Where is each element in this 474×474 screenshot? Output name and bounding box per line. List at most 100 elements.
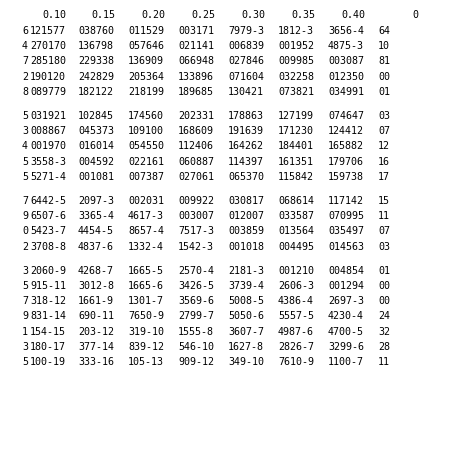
Text: 9: 9 <box>22 211 28 221</box>
Text: 205364: 205364 <box>128 72 164 82</box>
Text: 0.35: 0.35 <box>291 10 315 20</box>
Text: 065370: 065370 <box>228 172 264 182</box>
Text: 001081: 001081 <box>78 172 114 182</box>
Text: 001952: 001952 <box>278 41 314 51</box>
Text: 190120: 190120 <box>30 72 66 82</box>
Text: 0.25: 0.25 <box>191 10 215 20</box>
Text: 035497: 035497 <box>328 227 364 237</box>
Text: 64: 64 <box>378 26 390 36</box>
Text: 0: 0 <box>412 10 418 20</box>
Text: 2697-3: 2697-3 <box>328 296 364 306</box>
Text: 1812-3: 1812-3 <box>278 26 314 36</box>
Text: 8: 8 <box>22 87 28 97</box>
Text: 285180: 285180 <box>30 56 66 66</box>
Text: 2097-3: 2097-3 <box>78 196 114 206</box>
Text: 1661-9: 1661-9 <box>78 296 114 306</box>
Text: 831-14: 831-14 <box>30 311 66 321</box>
Text: 130421: 130421 <box>228 87 264 97</box>
Text: 189685: 189685 <box>178 87 214 97</box>
Text: 0: 0 <box>22 227 28 237</box>
Text: 034991: 034991 <box>328 87 364 97</box>
Text: 001970: 001970 <box>30 141 66 151</box>
Text: 6442-5: 6442-5 <box>30 196 66 206</box>
Text: 2606-3: 2606-3 <box>278 281 314 291</box>
Text: 11: 11 <box>378 357 390 367</box>
Text: 060887: 060887 <box>178 156 214 166</box>
Text: 546-10: 546-10 <box>178 342 214 352</box>
Text: 07: 07 <box>378 126 390 136</box>
Text: 2799-7: 2799-7 <box>178 311 214 321</box>
Text: 3: 3 <box>22 342 28 352</box>
Text: 16: 16 <box>378 156 390 166</box>
Text: 318-12: 318-12 <box>30 296 66 306</box>
Text: 202331: 202331 <box>178 111 214 121</box>
Text: 4230-4: 4230-4 <box>328 311 364 321</box>
Text: 021141: 021141 <box>178 41 214 51</box>
Text: 1332-4: 1332-4 <box>128 242 164 252</box>
Text: 5557-5: 5557-5 <box>278 311 314 321</box>
Text: 178863: 178863 <box>228 111 264 121</box>
Text: 171230: 171230 <box>278 126 314 136</box>
Text: 1100-7: 1100-7 <box>328 357 364 367</box>
Text: 012007: 012007 <box>228 211 264 221</box>
Text: 17: 17 <box>378 172 390 182</box>
Text: 030817: 030817 <box>228 196 264 206</box>
Text: 001294: 001294 <box>328 281 364 291</box>
Text: 011529: 011529 <box>128 26 164 36</box>
Text: 027846: 027846 <box>228 56 264 66</box>
Text: 068614: 068614 <box>278 196 314 206</box>
Text: 270170: 270170 <box>30 41 66 51</box>
Text: 9: 9 <box>22 311 28 321</box>
Text: 1301-7: 1301-7 <box>128 296 164 306</box>
Text: 2: 2 <box>22 242 28 252</box>
Text: 203-12: 203-12 <box>78 327 114 337</box>
Text: 7517-3: 7517-3 <box>178 227 214 237</box>
Text: 5423-7: 5423-7 <box>30 227 66 237</box>
Text: 2060-9: 2060-9 <box>30 266 66 276</box>
Text: 168609: 168609 <box>178 126 214 136</box>
Text: 4617-3: 4617-3 <box>128 211 164 221</box>
Text: 00: 00 <box>378 281 390 291</box>
Text: 2: 2 <box>22 72 28 82</box>
Text: 3299-6: 3299-6 <box>328 342 364 352</box>
Text: 12: 12 <box>378 141 390 151</box>
Text: 218199: 218199 <box>128 87 164 97</box>
Text: 191639: 191639 <box>228 126 264 136</box>
Text: 070995: 070995 <box>328 211 364 221</box>
Text: 001018: 001018 <box>228 242 264 252</box>
Text: 01: 01 <box>378 266 390 276</box>
Text: 114397: 114397 <box>228 156 264 166</box>
Text: 4268-7: 4268-7 <box>78 266 114 276</box>
Text: 003087: 003087 <box>328 56 364 66</box>
Text: 5271-4: 5271-4 <box>30 172 66 182</box>
Text: 10: 10 <box>378 41 390 51</box>
Text: 242829: 242829 <box>78 72 114 82</box>
Text: 24: 24 <box>378 311 390 321</box>
Text: 004592: 004592 <box>78 156 114 166</box>
Text: 006839: 006839 <box>228 41 264 51</box>
Text: 81: 81 <box>378 56 390 66</box>
Text: 4454-5: 4454-5 <box>78 227 114 237</box>
Text: 3607-7: 3607-7 <box>228 327 264 337</box>
Text: 8657-4: 8657-4 <box>128 227 164 237</box>
Text: 002031: 002031 <box>128 196 164 206</box>
Text: 003007: 003007 <box>178 211 214 221</box>
Text: 2826-7: 2826-7 <box>278 342 314 352</box>
Text: 033587: 033587 <box>278 211 314 221</box>
Text: 003171: 003171 <box>178 26 214 36</box>
Text: 915-11: 915-11 <box>30 281 66 291</box>
Text: 0.15: 0.15 <box>91 10 115 20</box>
Text: 117142: 117142 <box>328 196 364 206</box>
Text: 3: 3 <box>22 126 28 136</box>
Text: 7: 7 <box>22 56 28 66</box>
Text: 022161: 022161 <box>128 156 164 166</box>
Text: 121577: 121577 <box>30 26 66 36</box>
Text: 001210: 001210 <box>278 266 314 276</box>
Text: 5: 5 <box>22 357 28 367</box>
Text: 1665-6: 1665-6 <box>128 281 164 291</box>
Text: 184401: 184401 <box>278 141 314 151</box>
Text: 2570-4: 2570-4 <box>178 266 214 276</box>
Text: 112406: 112406 <box>178 141 214 151</box>
Text: 154-15: 154-15 <box>30 327 66 337</box>
Text: 031921: 031921 <box>30 111 66 121</box>
